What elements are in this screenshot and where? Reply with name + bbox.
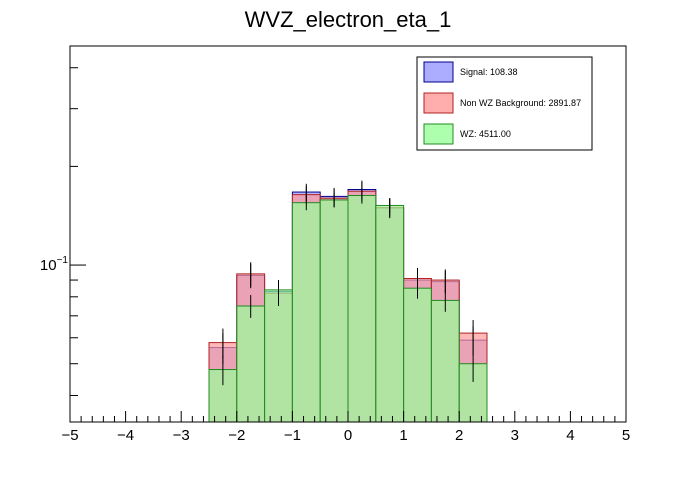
x-tick-label: 0 [344, 427, 352, 444]
legend-label-2: WZ: 4511.00 [460, 129, 511, 139]
bar-s2-b1 [236, 305, 266, 423]
x-tick-label: 4 [566, 427, 574, 444]
error-bars-2 [222, 187, 474, 386]
x-tick-label: −3 [173, 427, 190, 444]
legend-swatch-0 [423, 61, 454, 83]
bar-s2-b7 [403, 287, 432, 423]
x-tick-label: 2 [455, 427, 463, 444]
x-tick-label: −1 [284, 427, 301, 444]
chart-title: WVZ_electron_eta_1 [245, 7, 452, 32]
legend-label-0: Signal: 108.38 [460, 67, 518, 77]
x-tick-label: −4 [117, 427, 134, 444]
bar-s2-b8 [430, 299, 460, 423]
bar-s2-b6 [375, 204, 405, 423]
legend-label-1: Non WZ Background: 2891.87 [460, 98, 581, 108]
plot-area [208, 180, 488, 423]
x-tick-label: −5 [61, 427, 78, 444]
x-tick-label: 5 [622, 427, 630, 444]
x-tick-label: −2 [228, 427, 245, 444]
legend-swatch-1 [423, 92, 454, 114]
bar-s2-b3 [291, 202, 321, 423]
bar-s2-b5 [347, 195, 377, 423]
legend: Signal: 108.38 Non WZ Background: 2891.87… [416, 56, 593, 151]
axes: −5 −4 −3 −2 −1 0 1 2 3 4 5 10−1 [40, 45, 630, 444]
x-tick-label: 3 [511, 427, 519, 444]
x-tick-label: 1 [399, 427, 407, 444]
bar-s2-b2 [264, 289, 293, 423]
y-tick-label: 10−1 [40, 255, 69, 274]
legend-swatch-2 [423, 123, 454, 145]
bar-s2-b4 [319, 199, 349, 423]
